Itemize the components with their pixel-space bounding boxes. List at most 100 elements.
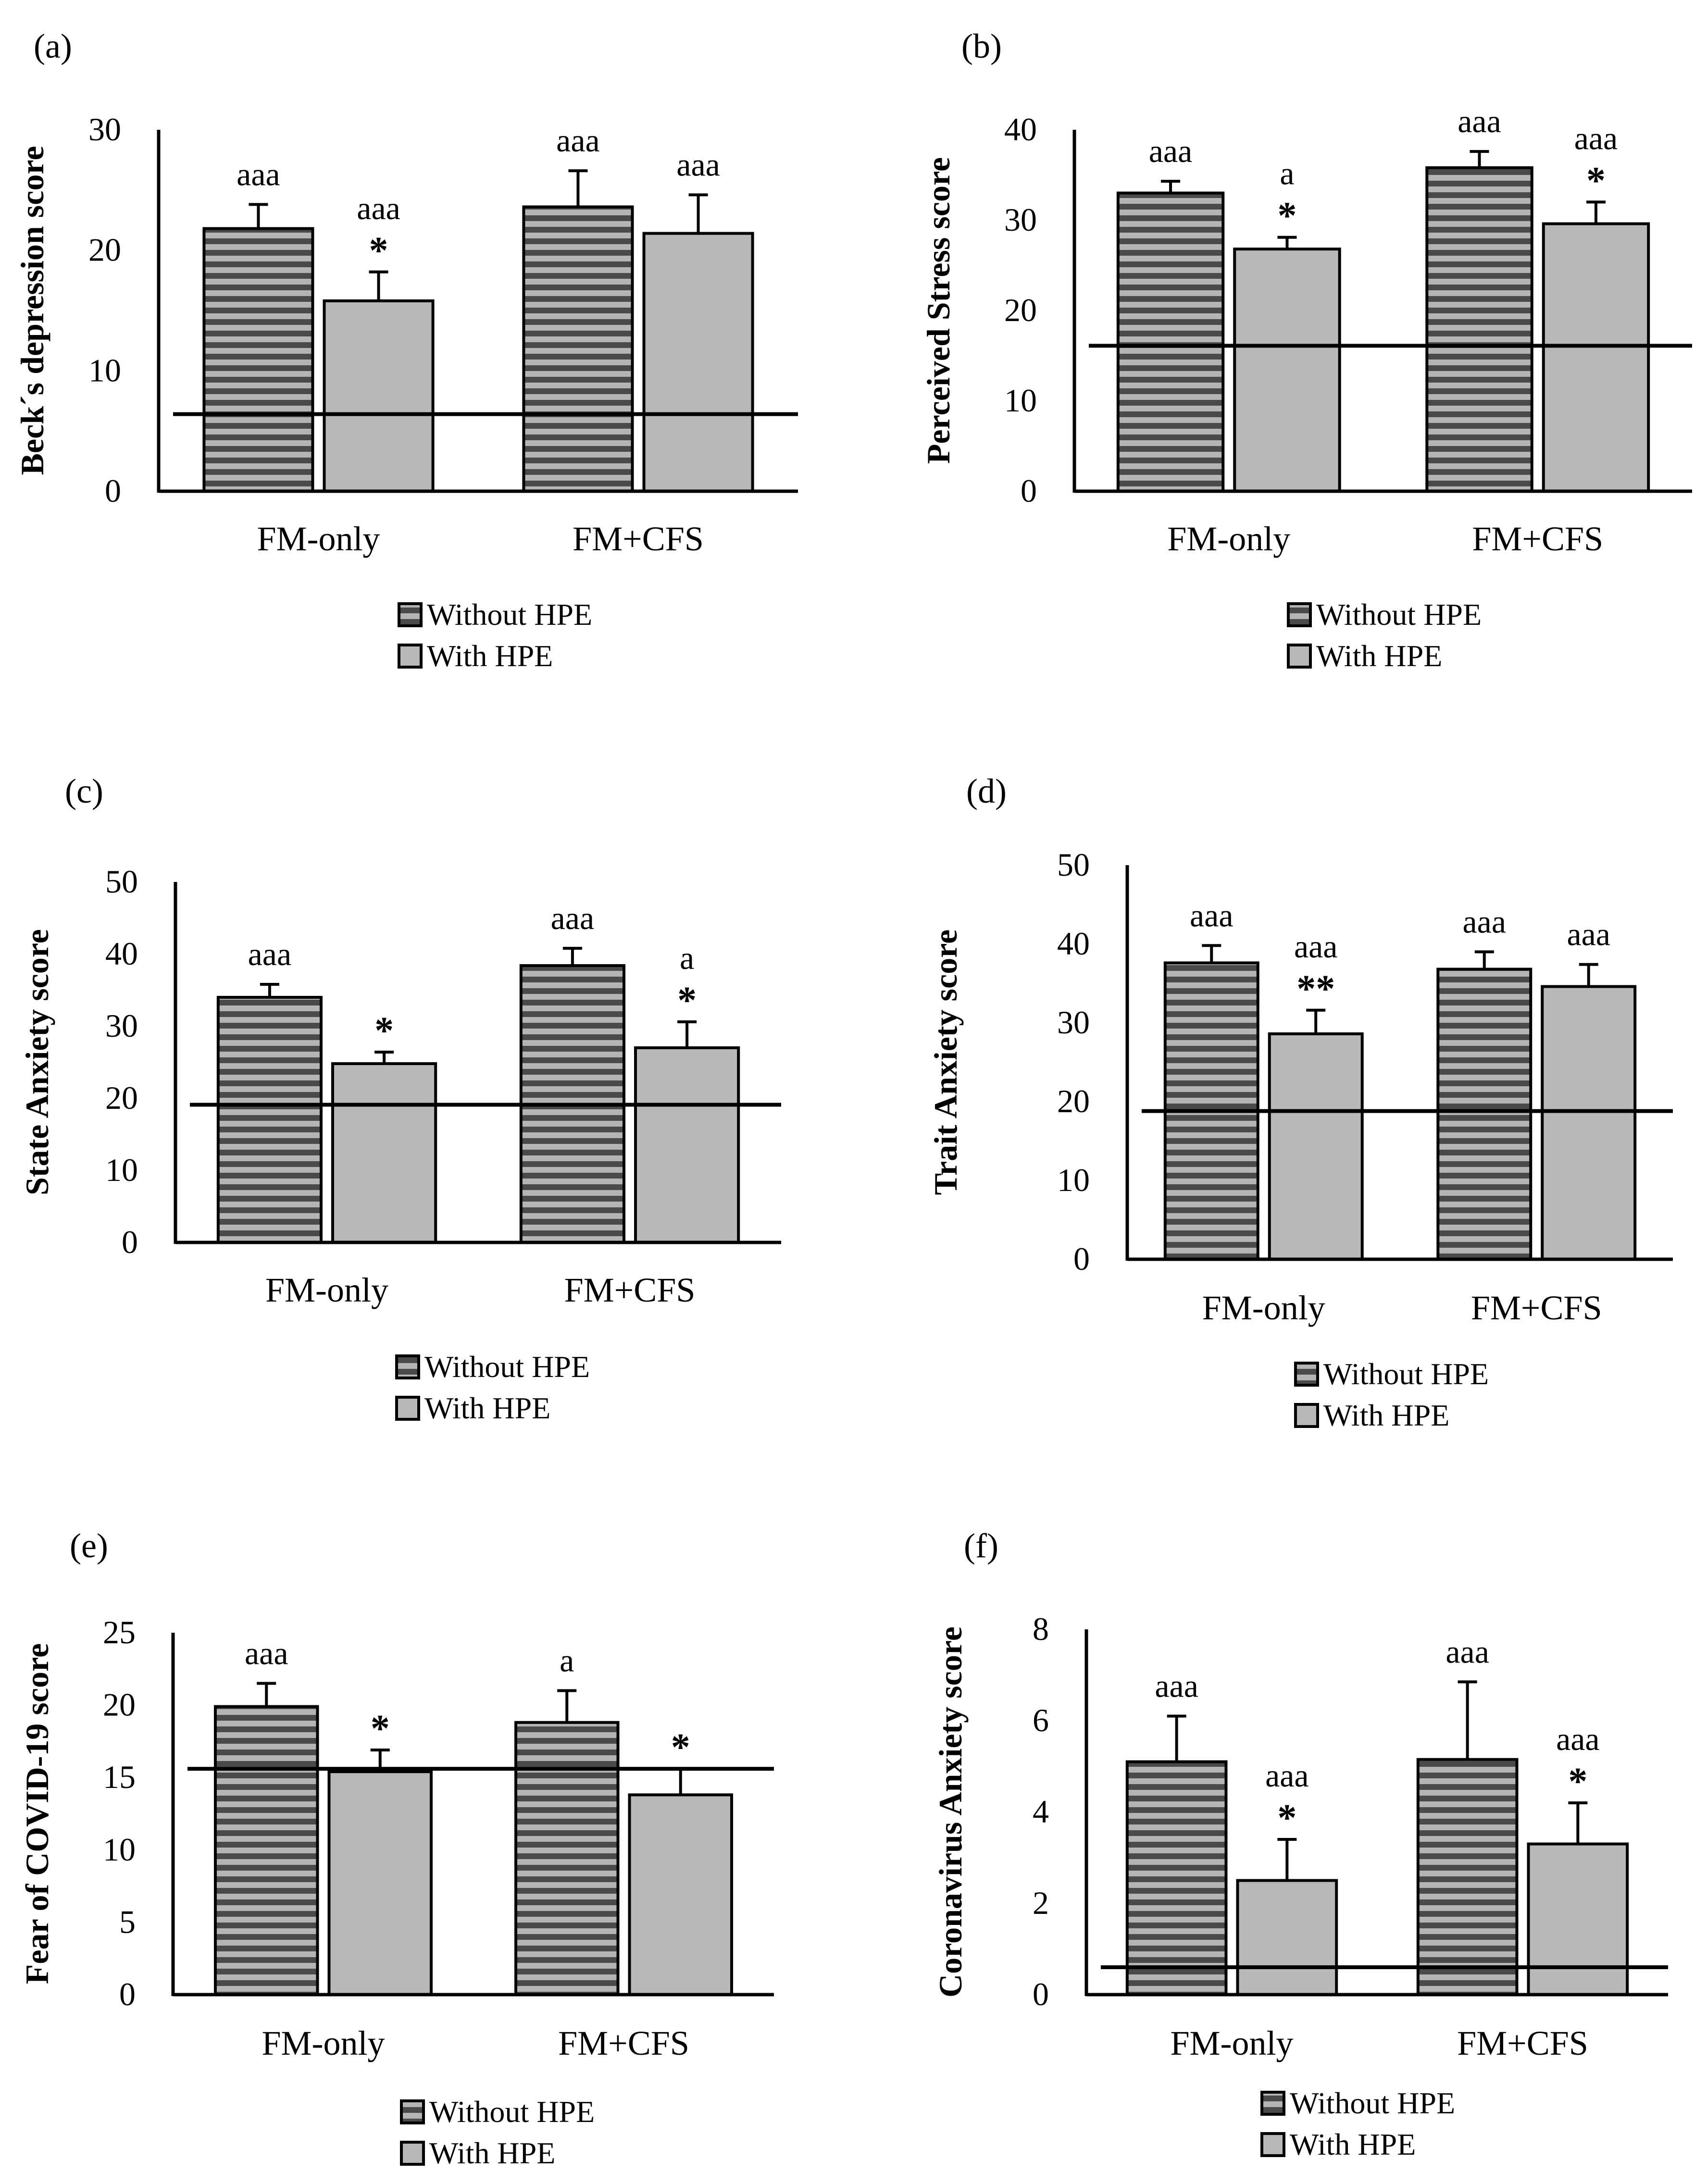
significance-letters: a bbox=[560, 1642, 574, 1678]
panel-label: (e) bbox=[70, 1526, 108, 1565]
legend-swatch-with-hpe bbox=[400, 2141, 425, 2166]
legend-swatch-without-hpe bbox=[1287, 602, 1312, 627]
y-tick-label: 20 bbox=[103, 1687, 136, 1723]
legend-label-without-hpe: Without HPE bbox=[429, 2095, 595, 2129]
category-label: FM+CFS bbox=[1457, 2024, 1588, 2062]
category-label: FM+CFS bbox=[558, 2024, 689, 2062]
category-label: FM+CFS bbox=[573, 520, 704, 558]
y-tick-label: 10 bbox=[88, 352, 121, 388]
bar-with-hpe bbox=[331, 1062, 437, 1244]
chart-panel: (e) Fear of COVID-19 score 0 5 10 15 20 25 aaa * a… bbox=[19, 1526, 774, 2170]
chart-panel: (b)Perceived Stress score010203040aaa*aa… bbox=[920, 27, 1692, 673]
panel-label: (b) bbox=[961, 27, 1002, 65]
bar-with-hpe bbox=[327, 1770, 433, 1997]
panel-label: (d) bbox=[966, 772, 1007, 810]
legend-label-without-hpe: Without HPE bbox=[1323, 1357, 1489, 1391]
category-label: FM-only bbox=[257, 520, 380, 558]
category-label: FM-only bbox=[1170, 2024, 1293, 2062]
significance-letters: a bbox=[680, 940, 694, 976]
significance-letters: aaa bbox=[237, 156, 280, 192]
bar-with-hpe bbox=[628, 1793, 733, 1996]
legend-swatch-without-hpe bbox=[1294, 1362, 1319, 1387]
legend-label-without-hpe: Without HPE bbox=[424, 1350, 590, 1384]
y-axis-label: Coronavirus Anxiety score bbox=[932, 1626, 969, 1998]
y-tick-label: 5 bbox=[119, 1903, 136, 1940]
y-tick-label: 20 bbox=[105, 1080, 138, 1116]
significance-star: * bbox=[1277, 1797, 1296, 1839]
significance-letters: aaa bbox=[1149, 133, 1193, 169]
legend-swatch-without-hpe bbox=[400, 2099, 425, 2124]
significance-letters: a bbox=[1280, 155, 1294, 192]
significance-letters: aaa bbox=[1294, 928, 1338, 965]
y-tick-label: 40 bbox=[1057, 925, 1090, 962]
category-label: FM-only bbox=[1167, 520, 1290, 558]
y-tick-label: 50 bbox=[105, 863, 138, 900]
y-tick-label: 20 bbox=[1004, 292, 1037, 328]
significance-letters: aaa bbox=[245, 1635, 288, 1671]
chart-panels: (a)Beck´s depression score0102030aaa*aaa… bbox=[14, 27, 1692, 2170]
significance-letters: aaa bbox=[1155, 1668, 1198, 1704]
y-tick-label: 6 bbox=[1033, 1702, 1049, 1738]
category-label: FM+CFS bbox=[1472, 520, 1603, 558]
chart-panel: (f)Coronavirus Anxiety score 02468aaa*aaa… bbox=[932, 1526, 1668, 2161]
bar-with-hpe bbox=[1541, 985, 1637, 1261]
y-tick-label: 20 bbox=[1057, 1083, 1090, 1119]
bar-without-hpe bbox=[514, 1721, 620, 1996]
y-tick-label: 10 bbox=[105, 1152, 138, 1188]
legend: Without HPE With HPE bbox=[1294, 1357, 1489, 1432]
legend-label-with-hpe: With HPE bbox=[1316, 639, 1442, 673]
bar-with-hpe bbox=[1233, 248, 1341, 493]
significance-star: * bbox=[1586, 160, 1606, 202]
legend-swatch-with-hpe bbox=[398, 644, 423, 669]
y-tick-label: 25 bbox=[103, 1614, 136, 1650]
significance-star: * bbox=[677, 980, 697, 1022]
chart-panel: (c)State Anxiety score01020304050aaa*aaa… bbox=[19, 772, 781, 1425]
bar-with-hpe bbox=[634, 1046, 740, 1244]
legend: Without HPE With HPE bbox=[395, 1350, 590, 1425]
category-label: FM-only bbox=[1202, 1289, 1325, 1327]
legend-label-without-hpe: Without HPE bbox=[1290, 2086, 1455, 2120]
category-label: FM+CFS bbox=[1471, 1289, 1602, 1327]
significance-star: * bbox=[671, 1726, 690, 1769]
y-axis-label: Beck´s depression score bbox=[14, 146, 50, 475]
y-tick-label: 10 bbox=[1004, 382, 1037, 419]
y-axis-label: Fear of COVID-19 score bbox=[19, 1643, 55, 1984]
y-tick-label: 0 bbox=[1073, 1241, 1090, 1277]
bar-with-hpe bbox=[1268, 1032, 1364, 1261]
significance-letters: aaa bbox=[676, 146, 720, 183]
legend: Without HPE With HPE bbox=[398, 597, 592, 673]
significance-letters: aaa bbox=[248, 936, 292, 972]
y-tick-label: 0 bbox=[1033, 1976, 1049, 2012]
legend: Without HPE With HPE bbox=[400, 2095, 595, 2170]
legend-swatch-without-hpe bbox=[398, 602, 423, 627]
y-tick-label: 15 bbox=[103, 1759, 136, 1795]
panel-label: (a) bbox=[34, 27, 72, 65]
legend-label-with-hpe: With HPE bbox=[429, 2136, 555, 2170]
y-axis-label: Trait Anxiety score bbox=[927, 930, 964, 1195]
significance-star: ** bbox=[1296, 968, 1335, 1010]
category-label: FM+CFS bbox=[564, 1271, 696, 1309]
y-tick-label: 30 bbox=[88, 111, 121, 148]
legend: Without HPE With HPE bbox=[1287, 597, 1482, 673]
legend-swatch-with-hpe bbox=[395, 1396, 420, 1421]
y-tick-label: 0 bbox=[122, 1224, 138, 1260]
y-axis-label: State Anxiety score bbox=[19, 929, 55, 1195]
y-tick-label: 40 bbox=[1004, 111, 1037, 148]
bar-with-hpe bbox=[1236, 1879, 1338, 1996]
significance-letters: aaa bbox=[357, 190, 400, 226]
chart-panel: (a) Beck´s depression score 0 10 20 30 aaa * aaa… bbox=[14, 27, 798, 673]
bar-with-hpe bbox=[1542, 222, 1650, 493]
y-tick-label: 10 bbox=[103, 1831, 136, 1868]
significance-star: * bbox=[374, 1010, 394, 1052]
significance-letters: aaa bbox=[556, 122, 600, 159]
bar-without-hpe bbox=[216, 996, 323, 1244]
legend-label-without-hpe: Without HPE bbox=[1316, 597, 1482, 632]
y-tick-label: 30 bbox=[1004, 201, 1037, 238]
significance-letters: aaa bbox=[1445, 1633, 1489, 1670]
significance-letters: aaa bbox=[1463, 903, 1507, 940]
category-label: FM-only bbox=[265, 1271, 388, 1309]
bar-with-hpe bbox=[642, 232, 754, 493]
y-tick-label: 40 bbox=[105, 935, 138, 972]
y-tick-label: 30 bbox=[1057, 1004, 1090, 1041]
